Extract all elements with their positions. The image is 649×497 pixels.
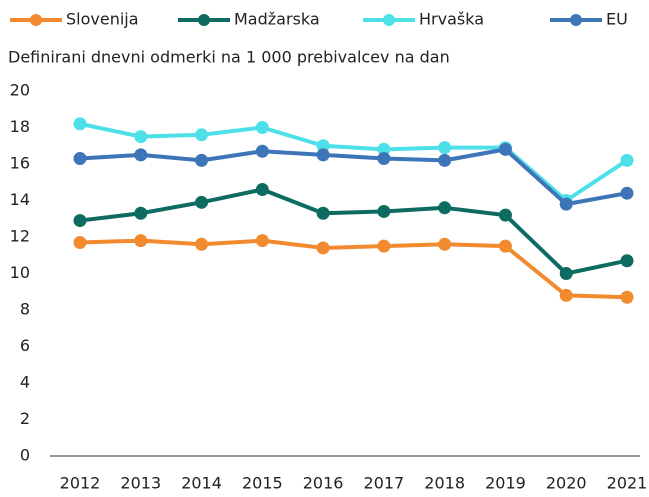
- data-point: [316, 139, 330, 153]
- legend-marker: [570, 14, 582, 26]
- y-tick-label: 18: [10, 117, 30, 136]
- data-point: [620, 290, 634, 304]
- series-line: [79, 147, 628, 207]
- data-point: [438, 237, 452, 251]
- data-point: [255, 144, 269, 158]
- x-tick-label: 2012: [60, 474, 101, 493]
- data-point: [195, 128, 209, 142]
- data-point: [498, 239, 512, 253]
- data-point: [559, 267, 573, 280]
- y-tick-label: 10: [10, 263, 30, 282]
- data-point: [316, 241, 330, 255]
- data-point: [620, 186, 634, 200]
- legend-marker: [198, 14, 210, 26]
- y-tick-label: 6: [20, 336, 30, 355]
- data-point: [73, 117, 87, 131]
- data-point: [377, 204, 391, 218]
- x-tick-label: 2015: [242, 474, 283, 493]
- y-tick-label: 8: [20, 300, 30, 319]
- data-point: [498, 142, 512, 156]
- legend-label: EU: [606, 10, 628, 29]
- legend-label: Madžarska: [234, 10, 320, 29]
- series-line: [79, 238, 628, 300]
- legend-marker: [383, 14, 395, 26]
- data-point: [316, 148, 330, 162]
- data-point: [73, 214, 87, 228]
- y-tick-label: 16: [10, 154, 30, 173]
- data-point: [134, 234, 148, 248]
- data-point: [73, 152, 87, 166]
- legend-marker: [30, 14, 42, 26]
- x-tick-label: 2021: [607, 474, 648, 493]
- y-tick-label: 14: [10, 190, 30, 209]
- data-point: [255, 121, 269, 134]
- x-tick-label: 2013: [120, 474, 161, 493]
- x-tick-label: 2020: [546, 474, 587, 493]
- chart-subtitle: Definirani dnevni odmerki na 1 000 prebi…: [8, 48, 450, 67]
- data-point: [498, 208, 512, 222]
- x-tick-label: 2019: [485, 474, 526, 493]
- x-tick-label: 2016: [303, 474, 344, 493]
- data-point: [316, 206, 330, 220]
- data-point: [559, 197, 573, 211]
- data-point: [255, 183, 269, 197]
- data-point: [255, 234, 269, 248]
- data-point: [377, 152, 391, 166]
- x-tick-label: 2017: [364, 474, 405, 493]
- data-point: [195, 237, 209, 251]
- y-tick-label: 4: [20, 373, 30, 392]
- data-point: [195, 195, 209, 209]
- data-point: [73, 235, 87, 249]
- data-point: [438, 153, 452, 167]
- legend-label: Slovenija: [66, 10, 139, 29]
- series-line: [79, 121, 629, 203]
- legend-label: Hrvaška: [419, 10, 484, 29]
- data-point: [438, 201, 452, 215]
- y-tick-label: 2: [20, 409, 30, 428]
- x-tick-label: 2014: [181, 474, 222, 493]
- data-point: [438, 141, 452, 155]
- data-point: [377, 239, 391, 253]
- y-tick-label: 12: [10, 227, 30, 246]
- series-line: [79, 187, 628, 276]
- data-point: [377, 142, 391, 156]
- data-point: [195, 153, 209, 167]
- y-tick-label: 20: [10, 81, 30, 100]
- data-point: [134, 148, 148, 162]
- data-point: [559, 288, 573, 302]
- x-tick-label: 2018: [424, 474, 465, 493]
- data-point: [134, 206, 148, 220]
- data-point: [620, 254, 634, 268]
- data-point: [134, 130, 148, 144]
- data-point: [620, 153, 634, 167]
- y-tick-label: 0: [20, 446, 30, 465]
